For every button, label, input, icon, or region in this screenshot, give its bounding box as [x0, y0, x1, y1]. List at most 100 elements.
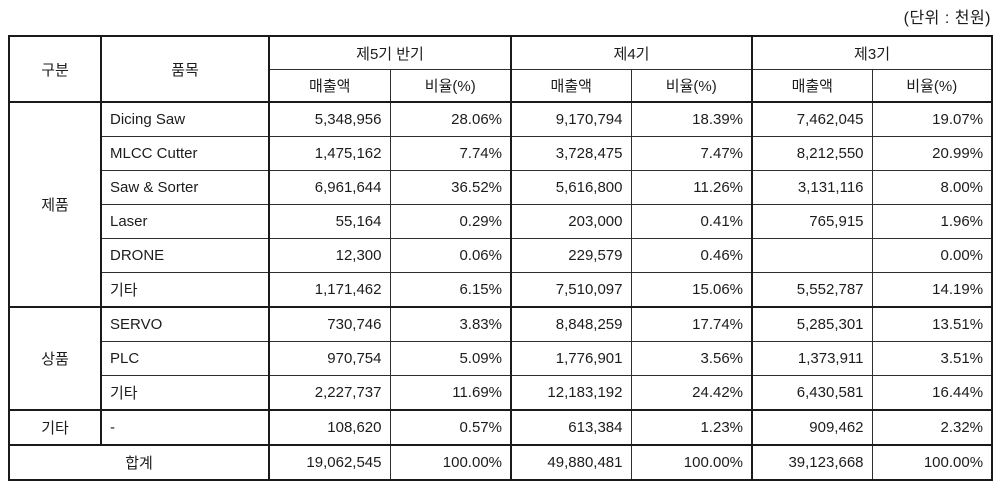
item-cell: DRONE — [100, 238, 270, 273]
total-sales-cell: 19,062,545 — [268, 444, 391, 481]
sales-cell: 12,183,192 — [510, 375, 632, 411]
header-ratio-p3: 비율(%) — [871, 69, 993, 103]
sales-cell: 5,616,800 — [510, 170, 632, 205]
table-row: 기타 - 108,620 0.57% 613,384 1.23% 909,462… — [8, 409, 993, 446]
sales-cell: 1,475,162 — [268, 136, 391, 171]
table-row: MLCC Cutter 1,475,162 7.74% 3,728,475 7.… — [9, 136, 993, 171]
sales-cell: 3,131,116 — [751, 170, 873, 205]
sales-by-item-table: 구분 품목 제5기 반기 제4기 제3기 매출액 비율(%) 매출액 비율(%)… — [8, 35, 994, 481]
ratio-cell: 11.26% — [630, 170, 753, 205]
total-ratio-cell: 100.00% — [389, 444, 512, 481]
sales-cell: 8,212,550 — [751, 136, 873, 171]
ratio-cell: 18.39% — [630, 101, 753, 137]
item-cell: Dicing Saw — [100, 101, 270, 137]
ratio-cell: 16.44% — [871, 375, 993, 411]
ratio-cell: 36.52% — [389, 170, 512, 205]
table-row: 기타 1,171,462 6.15% 7,510,097 15.06% 5,55… — [9, 272, 993, 308]
item-cell: SERVO — [100, 306, 270, 342]
sales-cell: 55,164 — [268, 204, 391, 239]
table-row: 제품 Dicing Saw 5,348,956 28.06% 9,170,794… — [8, 101, 993, 308]
sales-cell: 1,776,901 — [510, 341, 632, 376]
sales-cell: 909,462 — [751, 409, 873, 446]
total-sales-cell: 39,123,668 — [751, 444, 873, 481]
ratio-cell: 3.83% — [389, 306, 512, 342]
sales-cell: 12,300 — [268, 238, 391, 273]
sales-cell: 7,510,097 — [510, 272, 632, 308]
header-period-5: 제5기 반기 — [268, 35, 512, 70]
header-category: 구분 — [8, 35, 102, 103]
ratio-cell: 28.06% — [389, 101, 512, 137]
sales-cell: 613,384 — [510, 409, 632, 446]
sales-cell: 5,552,787 — [751, 272, 873, 308]
sales-cell: 229,579 — [510, 238, 632, 273]
header-sales-p4: 매출액 — [510, 69, 632, 103]
total-label: 합계 — [8, 444, 270, 481]
ratio-cell: 17.74% — [630, 306, 753, 342]
sales-cell: 1,171,462 — [268, 272, 391, 308]
ratio-cell: 0.41% — [630, 204, 753, 239]
sales-cell: 5,348,956 — [268, 101, 391, 137]
ratio-cell: 6.15% — [389, 272, 512, 308]
item-cell: MLCC Cutter — [100, 136, 270, 171]
sales-cell — [751, 238, 873, 273]
ratio-cell: 15.06% — [630, 272, 753, 308]
item-cell: 기타 — [100, 272, 270, 308]
sales-cell: 7,462,045 — [751, 101, 873, 137]
sales-cell: 2,227,737 — [268, 375, 391, 411]
ratio-cell: 7.74% — [389, 136, 512, 171]
ratio-cell: 20.99% — [871, 136, 993, 171]
ratio-cell: 2.32% — [871, 409, 993, 446]
ratio-cell: 0.46% — [630, 238, 753, 273]
header-sales-p3: 매출액 — [751, 69, 873, 103]
header-item: 품목 — [100, 35, 270, 103]
sales-cell: 5,285,301 — [751, 306, 873, 342]
total-ratio-cell: 100.00% — [630, 444, 753, 481]
ratio-cell: 1.23% — [630, 409, 753, 446]
ratio-cell: 11.69% — [389, 375, 512, 411]
header-sales-p5: 매출액 — [268, 69, 391, 103]
ratio-cell: 19.07% — [871, 101, 993, 137]
header-ratio-p4: 비율(%) — [630, 69, 753, 103]
sales-cell: 203,000 — [510, 204, 632, 239]
sales-cell: 108,620 — [268, 409, 391, 446]
category-cell: 기타 — [8, 409, 102, 446]
unit-label: (단위 : 천원) — [903, 10, 991, 27]
sales-cell: 6,430,581 — [751, 375, 873, 411]
ratio-cell: 24.42% — [630, 375, 753, 411]
ratio-cell: 8.00% — [871, 170, 993, 205]
item-cell: Saw & Sorter — [100, 170, 270, 205]
sales-cell: 3,728,475 — [510, 136, 632, 171]
table-row: DRONE 12,300 0.06% 229,579 0.46% 0.00% — [9, 238, 993, 273]
total-sales-cell: 49,880,481 — [510, 444, 632, 481]
sales-cell: 765,915 — [751, 204, 873, 239]
ratio-cell: 7.47% — [630, 136, 753, 171]
category-cell: 상품 — [8, 306, 102, 411]
ratio-cell: 0.06% — [389, 238, 512, 273]
sales-cell: 1,373,911 — [751, 341, 873, 376]
item-cell: 기타 — [100, 375, 270, 411]
sales-cell: 8,848,259 — [510, 306, 632, 342]
header-period-4: 제4기 — [509, 35, 753, 70]
ratio-cell: 3.56% — [630, 341, 753, 376]
sales-cell: 6,961,644 — [268, 170, 391, 205]
total-ratio-cell: 100.00% — [871, 444, 993, 481]
table-row: Laser 55,164 0.29% 203,000 0.41% 765,915… — [9, 204, 993, 239]
ratio-cell: 0.57% — [389, 409, 512, 446]
total-row: 합계 19,062,545 100.00% 49,880,481 100.00%… — [8, 444, 993, 481]
item-cell: - — [100, 409, 270, 446]
table-row: Saw & Sorter 6,961,644 36.52% 5,616,800 … — [9, 170, 993, 205]
header-ratio-p5: 비율(%) — [389, 69, 512, 103]
sales-cell: 9,170,794 — [510, 101, 632, 137]
item-cell: Laser — [100, 204, 270, 239]
ratio-cell: 14.19% — [871, 272, 993, 308]
table-row: PLC 970,754 5.09% 1,776,901 3.56% 1,373,… — [9, 341, 993, 376]
ratio-cell: 1.96% — [871, 204, 993, 239]
ratio-cell: 13.51% — [871, 306, 993, 342]
ratio-cell: 3.51% — [871, 341, 993, 376]
ratio-cell: 0.29% — [389, 204, 512, 239]
table-row: 상품 SERVO 730,746 3.83% 8,848,259 17.74% … — [8, 306, 993, 411]
ratio-cell: 5.09% — [389, 341, 512, 376]
header-period-3: 제3기 — [751, 35, 993, 70]
table-row: 기타 2,227,737 11.69% 12,183,192 24.42% 6,… — [9, 375, 993, 411]
